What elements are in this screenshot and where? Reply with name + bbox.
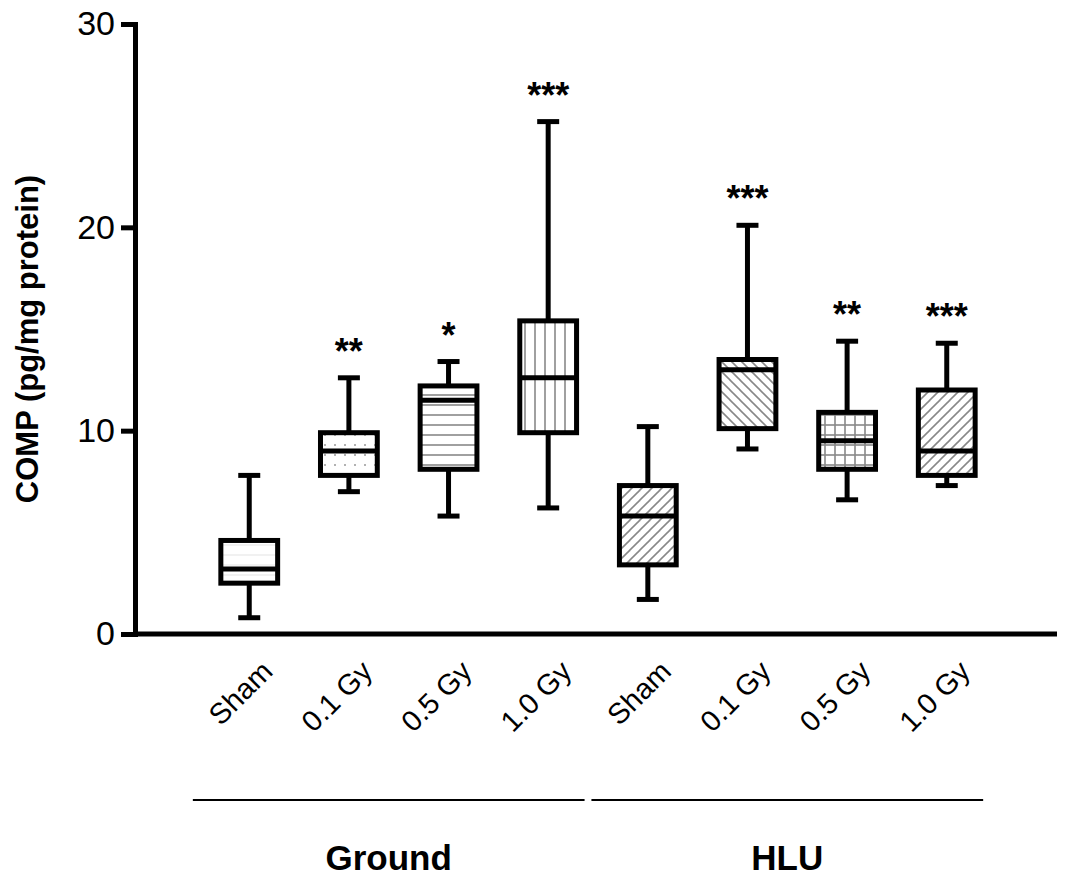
x-tick-label: Sham	[601, 655, 677, 731]
box-plot	[619, 427, 676, 600]
x-tick: 0.1 Gy	[694, 634, 777, 738]
median-line	[918, 449, 975, 454]
whisker-cap	[637, 424, 659, 429]
x-tick-label: 0.1 Gy	[295, 654, 378, 737]
x-tick-label: 1.0 Gy	[893, 654, 976, 737]
whisker-cap	[736, 223, 758, 228]
x-tick: 1.0 Gy	[494, 634, 577, 738]
upper-whisker	[845, 341, 850, 412]
x-tick: 0.1 Gy	[295, 634, 378, 738]
y-tick-mark	[121, 429, 135, 434]
lower-whisker	[845, 469, 850, 500]
group-label: Ground	[326, 838, 452, 877]
median-line	[520, 375, 577, 380]
upper-whisker	[645, 427, 650, 486]
significance-label: ***	[726, 178, 768, 219]
y-tick-mark	[121, 22, 135, 27]
whisker-cap	[936, 483, 958, 488]
y-tick: 30	[77, 4, 135, 42]
upper-whisker	[247, 475, 252, 540]
y-axis: 0 10 20 30	[77, 4, 135, 652]
x-tick-label: 1.0 Gy	[494, 654, 577, 737]
whisker-cap	[238, 473, 260, 478]
box	[819, 412, 876, 469]
significance-label: **	[335, 331, 363, 372]
significance-label: ***	[527, 75, 569, 116]
boxes	[221, 122, 975, 618]
whisker-cap	[637, 597, 659, 602]
whisker-cap	[836, 339, 858, 344]
median-line	[619, 514, 676, 519]
median-line	[320, 449, 377, 454]
box	[221, 540, 278, 583]
box	[918, 390, 975, 475]
x-tick: 0.5 Gy	[793, 634, 876, 738]
box	[320, 433, 377, 476]
median-line	[719, 367, 776, 372]
group-line	[193, 799, 585, 801]
x-axis: Sham0.1 Gy0.5 Gy1.0 GySham0.1 Gy0.5 Gy1.…	[135, 634, 1057, 738]
whisker-cap	[736, 446, 758, 451]
upper-whisker	[446, 362, 451, 386]
y-axis-line	[121, 25, 136, 635]
y-tick-mark	[121, 632, 135, 637]
y-tick: 10	[77, 411, 135, 449]
median-line	[420, 398, 477, 403]
box-plot	[320, 378, 377, 492]
box-plot	[918, 343, 975, 485]
y-tick-label: 20	[77, 208, 115, 246]
box	[520, 321, 577, 433]
group-label: HLU	[751, 838, 823, 877]
y-tick: 20	[77, 208, 135, 246]
box	[719, 360, 776, 429]
whisker-cap	[936, 341, 958, 346]
lower-whisker	[645, 565, 650, 600]
x-tick-label: 0.5 Gy	[793, 654, 876, 737]
box-plot	[420, 362, 477, 517]
lower-whisker	[446, 469, 451, 516]
upper-whisker	[346, 378, 351, 433]
y-tick: 0	[96, 614, 135, 652]
x-axis-line	[135, 632, 1057, 637]
whisker-cap	[438, 514, 460, 519]
x-tick: Sham	[202, 634, 278, 731]
whisker-cap	[338, 489, 360, 494]
x-tick-label: Sham	[202, 655, 278, 731]
x-tick-label: 0.5 Gy	[395, 654, 478, 737]
whisker-cap	[338, 375, 360, 380]
x-tick: 0.5 Gy	[395, 634, 478, 738]
y-tick-label: 10	[77, 411, 115, 449]
y-axis-title: COMP (pg/mg protein)	[10, 175, 45, 503]
x-tick-label: 0.1 Gy	[694, 654, 777, 737]
box-plot	[719, 225, 776, 449]
x-tick: Sham	[601, 634, 677, 731]
group-line	[591, 799, 983, 801]
median-line	[221, 566, 278, 571]
box	[619, 486, 676, 565]
whisker-cap	[537, 119, 559, 124]
lower-whisker	[745, 429, 750, 449]
y-tick-label: 0	[96, 614, 115, 652]
box-plot	[819, 341, 876, 500]
whisker-cap	[438, 359, 460, 364]
box-plot	[520, 122, 577, 508]
significance-label: *	[442, 315, 456, 356]
box-plot	[221, 475, 278, 617]
lower-whisker	[546, 433, 551, 508]
whisker-cap	[537, 505, 559, 510]
x-tick: 1.0 Gy	[893, 634, 976, 738]
y-tick-label: 30	[77, 4, 115, 42]
significance-label: ***	[926, 296, 968, 337]
box	[420, 386, 477, 469]
y-tick-mark	[121, 225, 135, 230]
whisker-cap	[836, 497, 858, 502]
significance-label: **	[833, 294, 861, 335]
chart: 0102030Sham0.1 Gy0.5 Gy1.0 GySham0.1 Gy0…	[0, 0, 1065, 879]
lower-whisker	[247, 583, 252, 618]
whisker-cap	[238, 615, 260, 620]
upper-whisker	[944, 343, 949, 390]
upper-whisker	[745, 225, 750, 359]
median-line	[819, 438, 876, 443]
upper-whisker	[546, 122, 551, 321]
